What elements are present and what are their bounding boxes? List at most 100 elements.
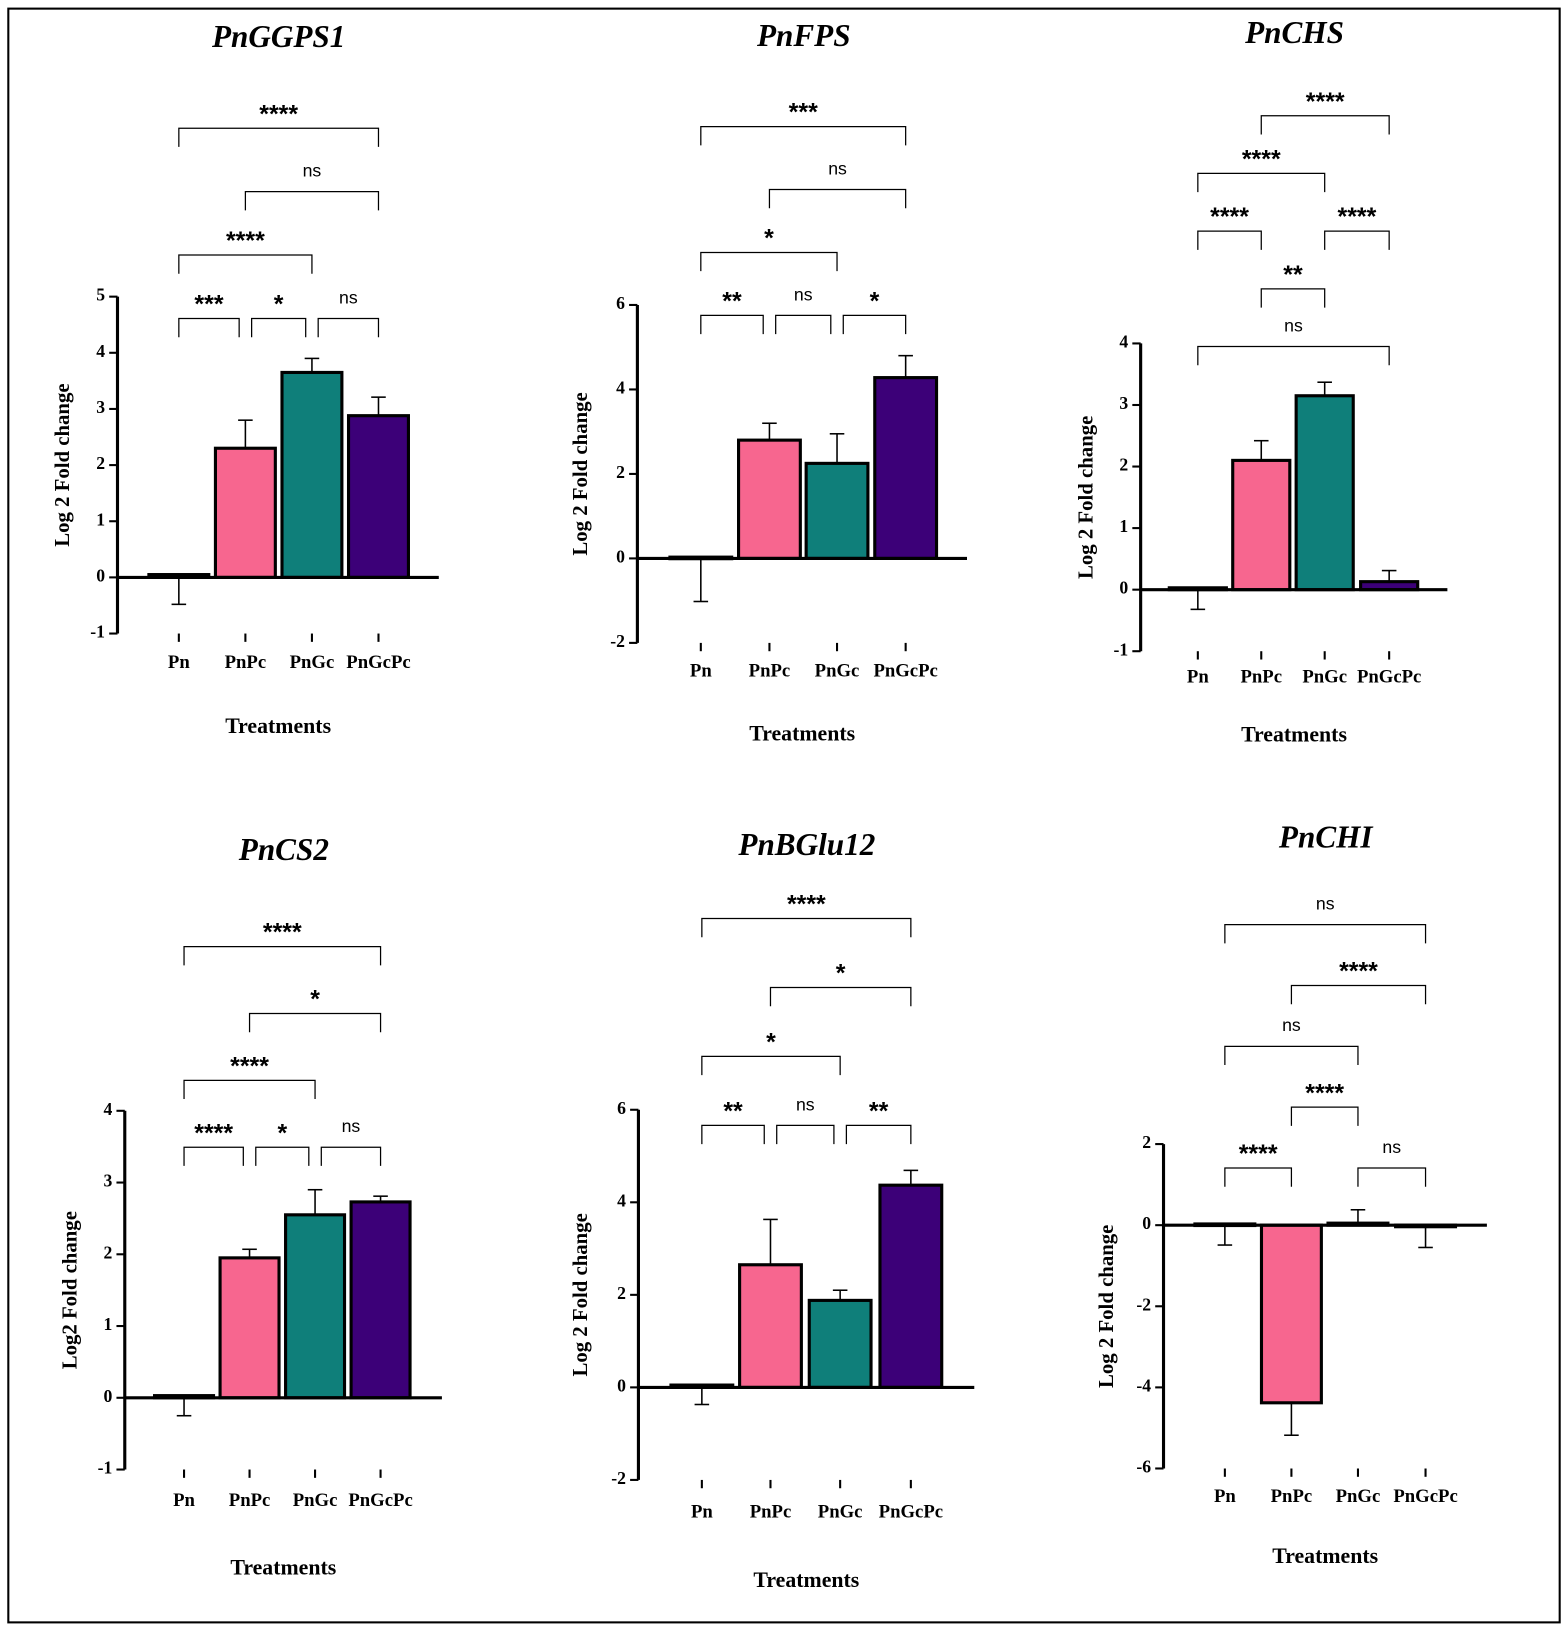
significance-label: ****: [230, 1052, 269, 1080]
y-axis-label: Log 2 Fold change: [1095, 1225, 1118, 1388]
x-tick-label: PnPc: [1271, 1486, 1313, 1507]
y-tick-label: 4: [616, 378, 625, 398]
y-tick-label: -1: [98, 1458, 113, 1478]
significance-bracket: [178, 127, 380, 147]
x-tick-label: Pn: [690, 660, 712, 681]
significance-bracket: [178, 317, 240, 338]
significance-label: ****: [787, 891, 826, 919]
significance-bracket: [183, 1146, 244, 1166]
significance-bracket: [701, 1124, 765, 1145]
significance-label: ****: [1210, 203, 1249, 231]
x-tick-label: PnGc: [290, 652, 335, 673]
chart-title: PnCS2: [238, 832, 329, 867]
bar: [878, 1183, 944, 1389]
y-tick-label: 3: [103, 1171, 112, 1191]
bar: [284, 1213, 347, 1400]
y-tick-label: -2: [611, 1468, 626, 1488]
x-tick-label: PnGc: [1302, 667, 1347, 688]
y-tick-label: 1: [96, 509, 105, 529]
y-tick-label: 3: [1119, 393, 1128, 413]
significance-bracket: [700, 251, 838, 272]
significance-bracket: [700, 314, 764, 335]
significance-bracket: [1260, 288, 1326, 308]
significance-label: *: [310, 986, 320, 1014]
y-axis-label: Log 2 Fold change: [569, 1213, 592, 1376]
y-tick-label: -6: [1136, 1457, 1151, 1477]
x-tick-label: PnPc: [225, 652, 267, 673]
y-tick-label: 0: [616, 546, 625, 566]
significance-label: ns: [1316, 894, 1335, 914]
significance-bracket: [1197, 345, 1390, 366]
x-tick-label: Pn: [1187, 667, 1209, 688]
bar: [873, 376, 939, 560]
y-tick-label: -2: [610, 631, 625, 651]
significance-bracket: [183, 945, 382, 966]
x-tick-label: PnGcPc: [348, 1490, 412, 1511]
bar: [349, 1200, 412, 1400]
x-tick-label: Pn: [691, 1501, 713, 1522]
x-tick-label: PnGc: [293, 1490, 338, 1511]
x-tick-label: PnPc: [229, 1490, 271, 1511]
x-tick-label: PnGc: [818, 1501, 863, 1522]
y-axis-label: Log2 Fold change: [59, 1211, 82, 1369]
significance-bracket: [248, 1012, 382, 1033]
chart-title: PnCHS: [1244, 15, 1344, 50]
bar: [738, 1263, 803, 1389]
significance-label: *: [274, 291, 284, 319]
significance-bracket: [1224, 924, 1427, 944]
significance-bracket: [1197, 230, 1262, 250]
chart-title: PnGGPS1: [211, 19, 345, 54]
significance-bracket: [178, 254, 313, 274]
bar: [280, 370, 344, 579]
x-axis-label: Treatments: [225, 714, 331, 738]
significance-label: ****: [1305, 1079, 1344, 1107]
significance-label: ****: [1338, 203, 1377, 231]
x-tick-label: PnGc: [815, 660, 860, 681]
y-axis-label: Log 2 Fold change: [1074, 416, 1097, 579]
y-tick-label: 0: [1142, 1213, 1151, 1233]
y-axis-label: Log 2 Fold change: [51, 383, 74, 546]
significance-label: ****: [194, 1119, 233, 1147]
x-tick-label: Pn: [1214, 1486, 1236, 1507]
y-tick-label: 0: [1119, 578, 1128, 598]
significance-label: ns: [1282, 1015, 1301, 1035]
y-tick-label: 4: [103, 1099, 112, 1119]
x-tick-label: Pn: [168, 652, 190, 673]
significance-label: *: [836, 960, 846, 988]
y-tick-label: 0: [617, 1375, 626, 1395]
significance-label: *: [277, 1119, 287, 1147]
x-tick-label: Pn: [173, 1490, 195, 1511]
x-axis-label: Treatments: [749, 721, 855, 745]
significance-label: ns: [339, 287, 358, 307]
y-tick-label: 6: [617, 1098, 626, 1118]
x-tick-label: PnGcPc: [1357, 667, 1421, 688]
significance-bracket: [251, 317, 307, 338]
y-tick-label: 2: [103, 1242, 112, 1262]
significance-label: ns: [342, 1116, 361, 1136]
significance-label: **: [869, 1097, 889, 1125]
x-tick-label: PnGcPc: [873, 660, 937, 681]
significance-bracket: [1290, 984, 1427, 1005]
x-axis-label: Treatments: [753, 1568, 859, 1592]
significance-bracket: [1197, 172, 1326, 193]
y-tick-label: 4: [1119, 331, 1128, 351]
significance-label: ****: [259, 100, 298, 128]
significance-label: ***: [789, 99, 818, 127]
significance-bracket: [244, 191, 380, 211]
x-axis-label: Treatments: [1272, 1544, 1378, 1568]
bar: [218, 1256, 281, 1400]
significance-label: ****: [226, 227, 265, 255]
significance-bracket: [769, 986, 912, 1007]
significance-label: *: [764, 225, 774, 253]
significance-bracket: [1290, 1106, 1359, 1126]
y-tick-label: 3: [96, 397, 105, 417]
significance-bracket: [1357, 1167, 1427, 1187]
significance-label: ****: [1242, 146, 1281, 174]
significance-label: ***: [194, 291, 223, 319]
significance-label: ns: [1284, 315, 1303, 335]
significance-label: ****: [263, 919, 302, 947]
x-tick-label: PnGcPc: [346, 652, 410, 673]
significance-bracket: [183, 1079, 316, 1100]
y-tick-label: 2: [616, 462, 625, 482]
